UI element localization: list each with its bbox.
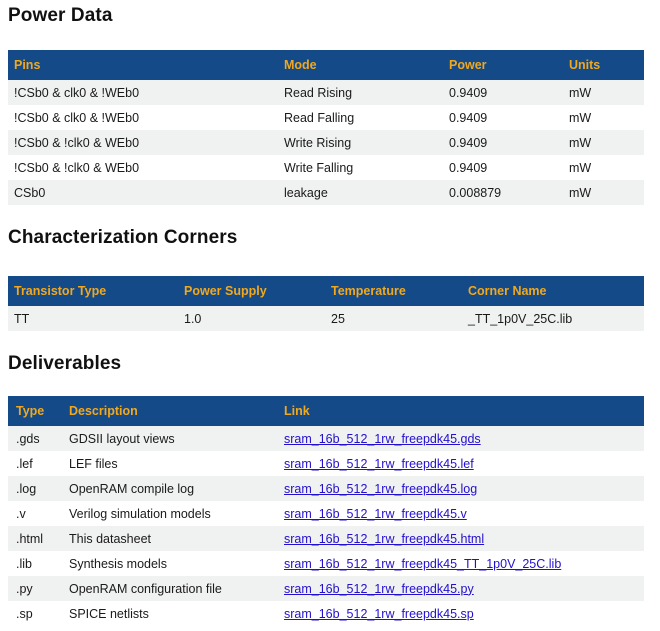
column-header-units: Units xyxy=(563,50,644,80)
characterization-corners-table: Transistor Type Power Supply Temperature… xyxy=(8,276,644,331)
cell-description: SPICE netlists xyxy=(69,606,149,621)
cell-link: sram_16b_512_1rw_freepdk45.lef xyxy=(278,451,644,476)
cell-description: Verilog simulation models xyxy=(69,506,211,521)
cell-temperature: 25 xyxy=(331,311,345,326)
cell-power: 0.008879 xyxy=(449,185,502,200)
cell-link: sram_16b_512_1rw_freepdk45.py xyxy=(278,576,644,601)
column-header-power-supply: Power Supply xyxy=(178,276,325,306)
cell-type: .py xyxy=(16,581,33,596)
cell-pins: CSb0 xyxy=(14,185,46,200)
page-title-deliverables: Deliverables xyxy=(8,353,122,374)
cell-description: LEF files xyxy=(69,456,118,471)
column-header-description: Description xyxy=(63,396,278,426)
cell-link: sram_16b_512_1rw_freepdk45_TT_1p0V_25C.l… xyxy=(278,551,644,576)
cell-type: .log xyxy=(16,481,37,496)
deliverable-link[interactable]: sram_16b_512_1rw_freepdk45_TT_1p0V_25C.l… xyxy=(284,556,562,571)
deliverables-table: Type Description Link .gds GDSII layout … xyxy=(8,396,644,626)
table-row: !CSb0 & clk0 & !WEb0 Read Rising 0.9409 … xyxy=(8,80,644,105)
table-row: .py OpenRAM configuration file sram_16b_… xyxy=(8,576,644,601)
cell-units: mW xyxy=(569,135,592,150)
page-title-power-data: Power Data xyxy=(8,5,113,26)
table-row: .html This datasheet sram_16b_512_1rw_fr… xyxy=(8,526,644,551)
cell-mode: leakage xyxy=(284,185,328,200)
deliverable-link[interactable]: sram_16b_512_1rw_freepdk45.lef xyxy=(284,456,474,471)
cell-pins: !CSb0 & !clk0 & WEb0 xyxy=(14,135,140,150)
cell-link: sram_16b_512_1rw_freepdk45.sp xyxy=(278,601,644,626)
cell-mode: Read Falling xyxy=(284,110,355,125)
deliverable-link[interactable]: sram_16b_512_1rw_freepdk45.html xyxy=(284,531,485,546)
cell-transistor-type: TT xyxy=(14,311,30,326)
cell-description: Synthesis models xyxy=(69,556,167,571)
cell-type: .html xyxy=(16,531,44,546)
cell-description: This datasheet xyxy=(69,531,151,546)
cell-power: 0.9409 xyxy=(449,85,488,100)
cell-type: .lef xyxy=(16,456,33,471)
cell-units: mW xyxy=(569,160,592,175)
column-header-power: Power xyxy=(443,50,563,80)
table-row: !CSb0 & !clk0 & WEb0 Write Rising 0.9409… xyxy=(8,130,644,155)
cell-corner-name: _TT_1p0V_25C.lib xyxy=(468,311,573,326)
cell-description: OpenRAM compile log xyxy=(69,481,195,496)
cell-pins: !CSb0 & clk0 & !WEb0 xyxy=(14,110,140,125)
cell-power-supply: 1.0 xyxy=(184,311,202,326)
page-title-characterization-corners: Characterization Corners xyxy=(8,227,238,248)
table-row: .lef LEF files sram_16b_512_1rw_freepdk4… xyxy=(8,451,644,476)
cell-link: sram_16b_512_1rw_freepdk45.v xyxy=(278,501,644,526)
cell-power: 0.9409 xyxy=(449,135,488,150)
table-header-row: Transistor Type Power Supply Temperature… xyxy=(8,276,644,306)
cell-description: OpenRAM configuration file xyxy=(69,581,222,596)
cell-type: .v xyxy=(16,506,26,521)
cell-description: GDSII layout views xyxy=(69,431,175,446)
table-row: !CSb0 & clk0 & !WEb0 Read Falling 0.9409… xyxy=(8,105,644,130)
cell-units: mW xyxy=(569,185,592,200)
table-row: !CSb0 & !clk0 & WEb0 Write Falling 0.940… xyxy=(8,155,644,180)
power-data-table: Pins Mode Power Units !CSb0 & clk0 & !WE… xyxy=(8,50,644,205)
table-row: .gds GDSII layout views sram_16b_512_1rw… xyxy=(8,426,644,451)
cell-mode: Read Rising xyxy=(284,85,353,100)
column-header-transistor-type: Transistor Type xyxy=(8,276,178,306)
cell-pins: !CSb0 & clk0 & !WEb0 xyxy=(14,85,140,100)
column-header-temperature: Temperature xyxy=(325,276,462,306)
table-row: TT 1.0 25 _TT_1p0V_25C.lib xyxy=(8,306,644,331)
table-header-row: Pins Mode Power Units xyxy=(8,50,644,80)
table-row: .lib Synthesis models sram_16b_512_1rw_f… xyxy=(8,551,644,576)
deliverable-link[interactable]: sram_16b_512_1rw_freepdk45.sp xyxy=(284,606,474,621)
deliverable-link[interactable]: sram_16b_512_1rw_freepdk45.gds xyxy=(284,431,481,446)
cell-units: mW xyxy=(569,85,592,100)
cell-power: 0.9409 xyxy=(449,110,488,125)
deliverable-link[interactable]: sram_16b_512_1rw_freepdk45.v xyxy=(284,506,467,521)
cell-link: sram_16b_512_1rw_freepdk45.gds xyxy=(278,426,644,451)
deliverable-link[interactable]: sram_16b_512_1rw_freepdk45.log xyxy=(284,481,478,496)
cell-link: sram_16b_512_1rw_freepdk45.html xyxy=(278,526,644,551)
cell-mode: Write Rising xyxy=(284,135,352,150)
table-row: .log OpenRAM compile log sram_16b_512_1r… xyxy=(8,476,644,501)
column-header-link: Link xyxy=(278,396,644,426)
column-header-corner-name: Corner Name xyxy=(462,276,644,306)
cell-link: sram_16b_512_1rw_freepdk45.log xyxy=(278,476,644,501)
cell-type: .gds xyxy=(16,431,40,446)
table-header-row: Type Description Link xyxy=(8,396,644,426)
cell-type: .sp xyxy=(16,606,33,621)
column-header-mode: Mode xyxy=(278,50,443,80)
cell-mode: Write Falling xyxy=(284,160,354,175)
table-row: .v Verilog simulation models sram_16b_51… xyxy=(8,501,644,526)
column-header-pins: Pins xyxy=(8,50,278,80)
cell-type: .lib xyxy=(16,556,32,571)
column-header-type: Type xyxy=(8,396,63,426)
cell-power: 0.9409 xyxy=(449,160,488,175)
table-row: CSb0 leakage 0.008879 mW xyxy=(8,180,644,205)
cell-units: mW xyxy=(569,110,592,125)
cell-pins: !CSb0 & !clk0 & WEb0 xyxy=(14,160,140,175)
deliverable-link[interactable]: sram_16b_512_1rw_freepdk45.py xyxy=(284,581,474,596)
table-row: .sp SPICE netlists sram_16b_512_1rw_free… xyxy=(8,601,644,626)
